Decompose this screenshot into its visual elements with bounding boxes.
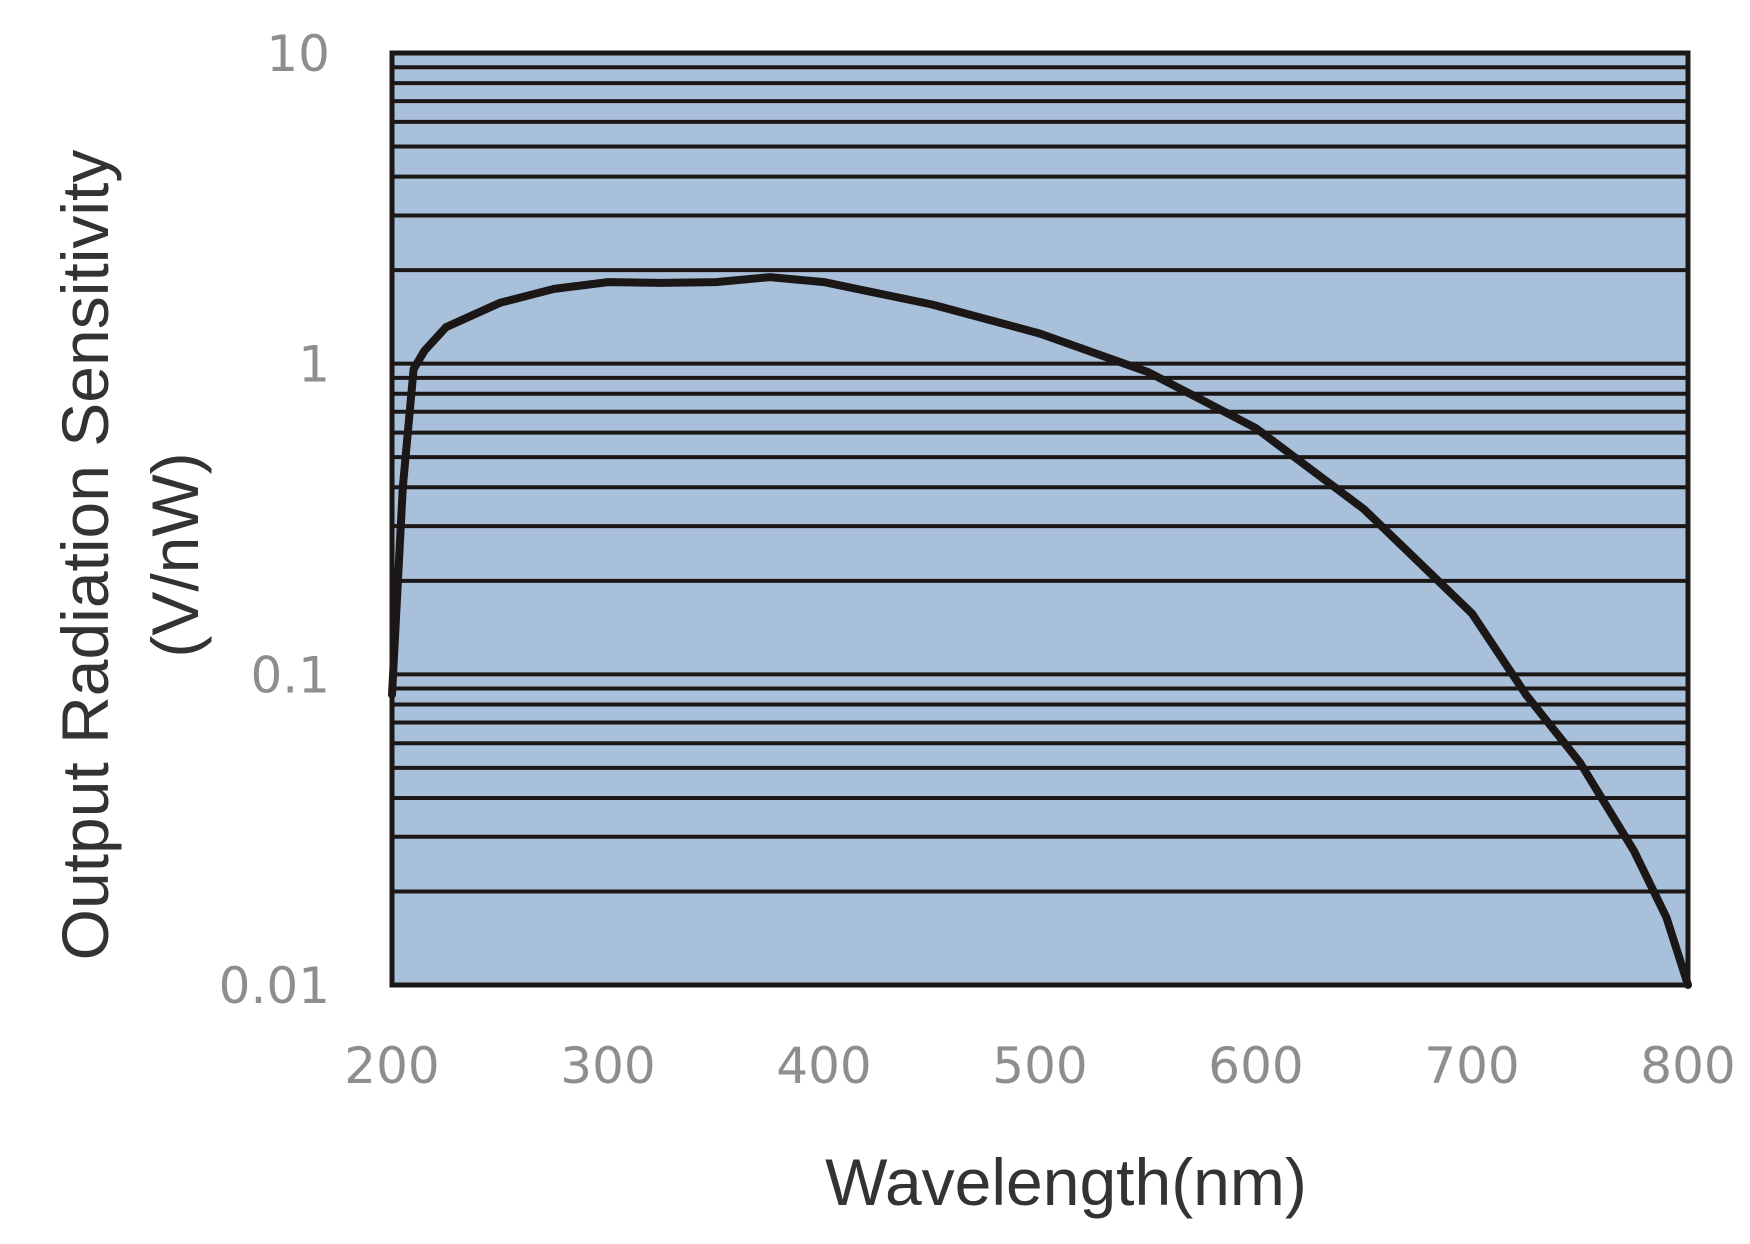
y-tick-label: 1 (298, 336, 330, 394)
y-tick-label: 10 (266, 25, 330, 83)
y-tick-labels: 0.01 0.1 1 10 (219, 25, 330, 1015)
x-tick-label: 700 (1424, 1037, 1519, 1095)
y-tick-label: 0.1 (250, 646, 330, 704)
x-tick-labels: 200 300 400 500 600 700 800 (344, 1037, 1735, 1095)
y-tick-label: 0.01 (219, 957, 330, 1015)
x-tick-label: 600 (1208, 1037, 1303, 1095)
gridlines (392, 65, 1688, 894)
plot-frame (389, 50, 1691, 988)
x-tick-label: 200 (344, 1037, 439, 1095)
y-axis-label-line1: Output Radiation Sensitivity (48, 150, 122, 961)
series-line (388, 273, 1692, 989)
x-tick-label: 800 (1640, 1037, 1735, 1095)
plot-area (392, 53, 1688, 985)
x-axis-label: Wavelength(nm) (825, 1145, 1307, 1219)
x-tick-label: 500 (992, 1037, 1087, 1095)
x-tick-label: 400 (776, 1037, 871, 1095)
x-tick-label: 300 (560, 1037, 655, 1095)
y-axis-label-line2: (V/nW) (138, 452, 212, 657)
